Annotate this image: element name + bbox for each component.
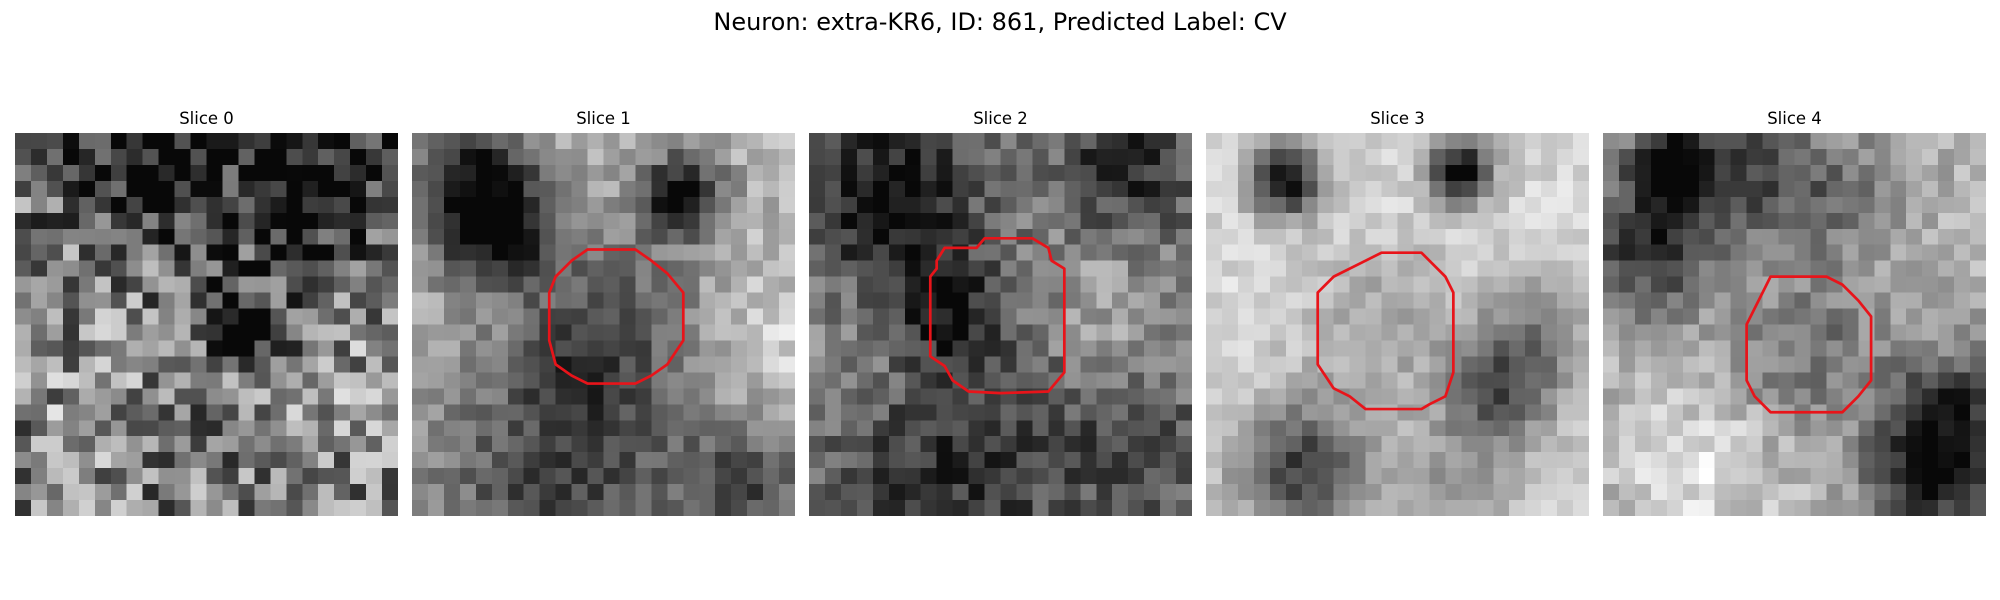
slice-image xyxy=(15,133,398,516)
roi-contour xyxy=(547,248,685,385)
slice-title: Slice 4 xyxy=(1767,109,1822,128)
slice-title: Slice 2 xyxy=(973,109,1028,128)
roi-contour xyxy=(928,236,1066,395)
slice-image xyxy=(1206,133,1589,516)
slice-title: Slice 1 xyxy=(576,109,631,128)
roi-contour xyxy=(1316,251,1455,411)
roi-contour xyxy=(1745,275,1873,414)
slice-panel: Slice 0 xyxy=(15,108,398,516)
slice-title: Slice 0 xyxy=(179,109,234,128)
figure-title: Neuron: extra-KR6, ID: 861, Predicted La… xyxy=(713,8,1287,36)
slice-panel: Slice 1 xyxy=(412,108,795,516)
slice-panel: Slice 2 xyxy=(809,108,1192,516)
slice-panel: Slice 3 xyxy=(1206,108,1589,516)
slice-panel: Slice 4 xyxy=(1603,108,1986,516)
slice-title: Slice 3 xyxy=(1370,109,1425,128)
slice-image xyxy=(809,133,1192,516)
slice-image xyxy=(412,133,795,516)
slice-image xyxy=(1603,133,1986,516)
